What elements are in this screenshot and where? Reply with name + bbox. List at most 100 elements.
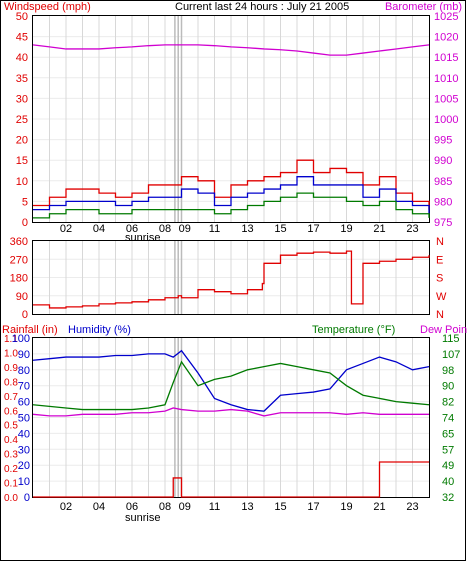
x-tick-label: 13 — [241, 223, 253, 235]
windspeed-series-1 — [33, 176, 430, 214]
rainfall-tick: 0.1 — [4, 479, 18, 490]
barometer-tick: 975 — [434, 217, 452, 229]
direction-compass-tick: E — [436, 254, 443, 266]
temperature-tick: 57 — [442, 444, 454, 456]
x-tick-label: 15 — [274, 223, 286, 235]
rainfall-tick: 1.1 — [4, 334, 18, 345]
windspeed-tick: 0 — [22, 217, 28, 229]
rainfall-tick: 0.4 — [4, 435, 18, 446]
direction-degree-tick: 90 — [16, 291, 28, 303]
windspeed-tick: 30 — [16, 93, 28, 105]
barometer-tick: 1020 — [434, 32, 458, 44]
barometer-tick: 990 — [434, 155, 452, 167]
windspeed-tick: 5 — [22, 196, 28, 208]
x-tick-label: 09 — [179, 223, 191, 235]
windspeed-barometer-panel: 0510152025303540455097598098599099510001… — [16, 11, 459, 235]
humidity-tick: 60 — [18, 397, 30, 409]
temperature-tick: 115 — [442, 333, 460, 345]
temperature-tick: 74 — [442, 413, 454, 425]
x-tick-label: 08 — [159, 223, 171, 235]
rainfall-line — [33, 461, 429, 498]
x-tick-label: 04 — [93, 501, 105, 513]
temperature-line — [32, 360, 430, 411]
temperature-label: Temperature (°F) — [312, 324, 395, 336]
x-tick-label: 02 — [60, 223, 72, 235]
direction-compass-tick: S — [436, 273, 443, 285]
barometer-line — [32, 44, 430, 56]
x-tick-label: 11 — [209, 501, 220, 513]
humidity-tick: 30 — [18, 444, 30, 456]
rainfall-tick: 0.2 — [4, 464, 18, 475]
direction-degree-tick: 360 — [10, 236, 28, 248]
humidity-tick: 50 — [18, 413, 30, 425]
x-tick-label: 17 — [307, 501, 319, 513]
temperature-tick: 107 — [442, 349, 460, 361]
humidity-tick: 40 — [18, 428, 30, 440]
dew-point-label: Dew Point — [420, 324, 467, 336]
sunrise-label-top: sunrise — [125, 232, 160, 244]
rainfall-tick: 0.9 — [4, 363, 18, 374]
x-tick-label: 19 — [340, 501, 352, 513]
windspeed-tick: 25 — [16, 114, 28, 126]
humidity-label: Humidity (%) — [68, 324, 131, 336]
humidity-tick: 70 — [18, 381, 30, 393]
temperature-tick: 82 — [442, 397, 454, 409]
temperature-tick: 32 — [442, 492, 454, 504]
rainfall-tick: 0.3 — [4, 450, 18, 461]
windspeed-tick: 45 — [16, 32, 28, 44]
rainfall-tick: 0.6 — [4, 406, 18, 417]
temperature-tick: 49 — [442, 460, 454, 472]
x-tick-label: 23 — [406, 501, 418, 513]
windspeed-series-0 — [33, 159, 430, 210]
rainfall-tick: 1.0 — [4, 348, 18, 359]
barometer-tick: 985 — [434, 176, 452, 188]
x-tick-label: 09 — [179, 501, 191, 513]
windspeed-tick: 20 — [16, 135, 28, 147]
direction-compass-tick: N — [436, 309, 444, 321]
temperature-tick: 65 — [442, 428, 454, 440]
x-tick-label: 06 — [126, 501, 138, 513]
chart-title: Current last 24 hours : July 21 2005 — [175, 1, 349, 13]
humidity-tick: 0 — [24, 492, 30, 504]
barometer-tick: 995 — [434, 135, 452, 147]
direction-compass-tick: W — [436, 291, 447, 303]
humidity-tick: 20 — [18, 460, 30, 472]
x-tick-label: 21 — [373, 223, 385, 235]
rainfall-tick: 0.0 — [4, 493, 18, 504]
windspeed-tick: 50 — [16, 11, 28, 23]
x-tick-label: 17 — [307, 223, 319, 235]
barometer-tick: 1005 — [434, 93, 458, 105]
barometer-tick: 980 — [434, 196, 452, 208]
x-tick-label: 13 — [241, 501, 253, 513]
windspeed-tick: 40 — [16, 52, 28, 64]
x-tick-label: 11 — [209, 223, 220, 235]
x-tick-label: 08 — [159, 501, 171, 513]
temperature-tick: 98 — [442, 365, 454, 377]
temperature-tick: 90 — [442, 381, 454, 393]
barometer-tick: 1025 — [434, 11, 458, 23]
direction-degree-tick: 180 — [10, 273, 28, 285]
humidity-tick: 80 — [18, 365, 30, 377]
direction-degree-tick: 270 — [10, 254, 28, 266]
barometer-label: Barometer (mb) — [385, 1, 462, 13]
humidity-tick: 10 — [18, 476, 30, 488]
barometer-tick: 1000 — [434, 114, 458, 126]
windspeed-label: Windspeed (mph) — [4, 1, 91, 13]
windspeed-tick: 15 — [16, 155, 28, 167]
direction-compass-tick: N — [436, 236, 444, 248]
x-tick-label: 15 — [274, 501, 286, 513]
humidity-temperature-panel: 0.0 0.1 0.2 0.3 0.4 0.5 0.6 0.7 0.8 0.9 1.0 1.1 0 10 2… — [4, 333, 460, 513]
direction-degree-tick: 0 — [22, 309, 28, 321]
x-tick-label: 02 — [60, 501, 72, 513]
rainfall-tick: 0.8 — [4, 377, 18, 388]
temperature-tick: 40 — [442, 476, 454, 488]
x-tick-label: 23 — [406, 223, 418, 235]
x-tick-label: 21 — [373, 501, 385, 513]
rainfall-tick: 0.5 — [4, 421, 18, 432]
rainfall-label: Rainfall (in) — [2, 324, 58, 336]
x-tick-label: 04 — [93, 223, 105, 235]
x-tick-label: 06 — [126, 223, 138, 235]
